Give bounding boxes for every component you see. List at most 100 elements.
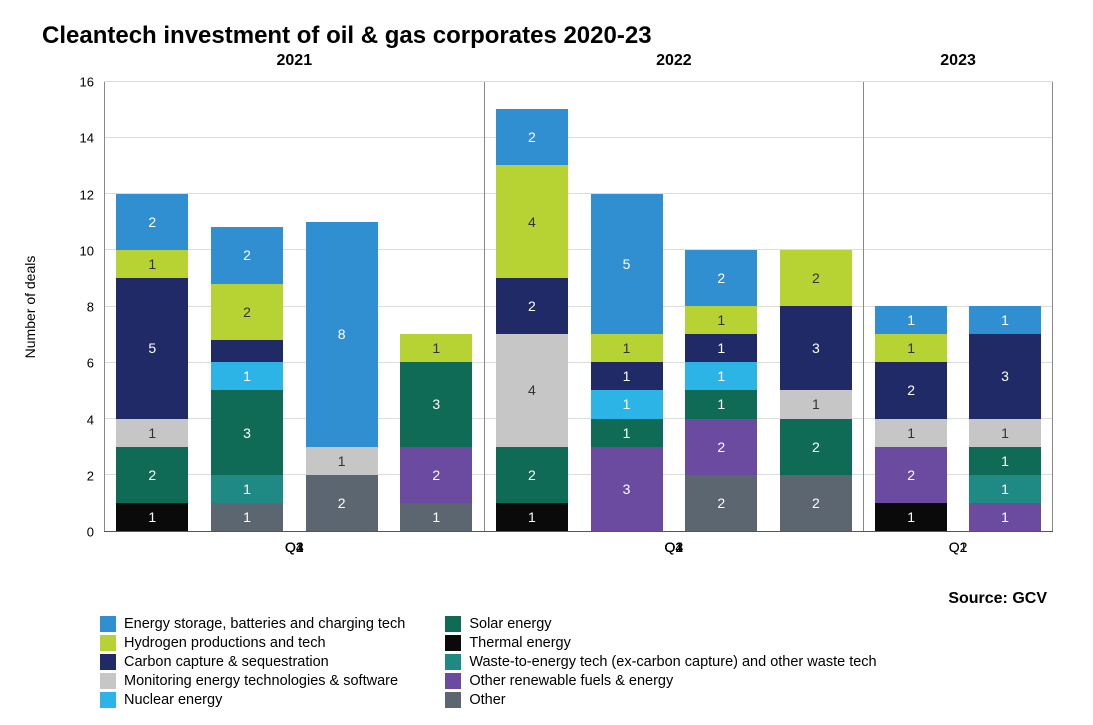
page: Cleantech investment of oil & gas corpor… [0, 0, 1093, 725]
bar-segment: 2 [875, 362, 947, 418]
bar-segment: 1 [969, 419, 1041, 447]
bar-segment: 3 [780, 306, 852, 390]
legend-swatch [445, 654, 461, 670]
bar-segment [211, 340, 283, 363]
bar-stack: 22132 [780, 250, 852, 531]
bar-segment: 2 [685, 475, 757, 531]
legend-swatch [445, 692, 461, 708]
bar-column: 113122Q2 [200, 82, 295, 531]
bar-stack: 113122 [211, 227, 283, 531]
legend-label: Solar energy [469, 616, 551, 632]
segment-value: 1 [780, 396, 852, 412]
segment-value: 2 [116, 467, 188, 483]
y-tick: 4 [87, 412, 94, 427]
segment-value: 8 [306, 326, 378, 342]
segment-value: 1 [969, 481, 1041, 497]
segment-value: 1 [211, 509, 283, 525]
segment-value: 2 [685, 270, 757, 286]
year-panel: 2023121211Q1111131Q2 [863, 82, 1053, 531]
legend-label: Other renewable fuels & energy [469, 673, 673, 689]
bar-column: 111131Q2 [958, 82, 1052, 531]
x-tick-label: Q4 [105, 539, 484, 555]
bar-segment: 1 [116, 419, 188, 447]
segment-value: 1 [685, 368, 757, 384]
bar-segment: 1 [211, 362, 283, 390]
source-text: Source: GCV [30, 590, 1047, 608]
segment-value: 1 [969, 453, 1041, 469]
y-axis-label: Number of deals [22, 256, 38, 359]
segment-value: 1 [306, 453, 378, 469]
bar-segment: 1 [780, 390, 852, 418]
bar-segment: 2 [116, 447, 188, 503]
y-axis: 0246810121416 [68, 82, 98, 532]
legend: Energy storage, batteries and charging t… [100, 616, 1063, 708]
segment-value: 4 [496, 214, 568, 230]
segment-value: 1 [211, 368, 283, 384]
legend-item: Waste-to-energy tech (ex-carbon capture)… [445, 654, 876, 670]
bar-segment: 2 [875, 447, 947, 503]
bar-segment: 1 [211, 503, 283, 531]
bar-segment: 2 [780, 250, 852, 306]
bar-segment: 5 [591, 194, 663, 335]
y-tick: 12 [80, 187, 94, 202]
bar-segment: 2 [306, 475, 378, 531]
segment-value: 1 [875, 340, 947, 356]
bar-segment: 1 [969, 475, 1041, 503]
bar-segment: 1 [685, 334, 757, 362]
bar-segment: 2 [116, 194, 188, 250]
segment-value: 1 [969, 509, 1041, 525]
segment-value: 1 [685, 340, 757, 356]
legend-item: Solar energy [445, 616, 876, 632]
bar-segment: 5 [116, 278, 188, 419]
bar-segment: 1 [685, 306, 757, 334]
legend-item: Other renewable fuels & energy [445, 673, 876, 689]
segment-value: 3 [780, 340, 852, 356]
legend-swatch [100, 692, 116, 708]
legend-label: Carbon capture & sequestration [124, 654, 329, 670]
segment-value: 2 [685, 439, 757, 455]
bar-segment: 2 [496, 447, 568, 503]
bar-segment: 1 [591, 390, 663, 418]
legend-swatch [445, 673, 461, 689]
segment-value: 1 [875, 425, 947, 441]
segment-value: 1 [211, 481, 283, 497]
bar-column: 218Q3 [294, 82, 389, 531]
bar-column: 1231Q4 [389, 82, 484, 531]
legend-swatch [445, 635, 461, 651]
bar-column: 22132Q4 [769, 82, 864, 531]
bar-column: 121211Q1 [864, 82, 958, 531]
legend-label: Monitoring energy technologies & softwar… [124, 673, 398, 689]
bar-segment: 1 [591, 334, 663, 362]
legend-item: Nuclear energy [100, 692, 405, 708]
segment-value: 2 [116, 214, 188, 230]
legend-column: Energy storage, batteries and charging t… [100, 616, 405, 708]
bar-segment: 2 [780, 475, 852, 531]
x-tick-label: Q2 [864, 539, 1052, 555]
legend-label: Thermal energy [469, 635, 571, 651]
bar-segment: 4 [496, 334, 568, 447]
segment-value: 2 [211, 304, 283, 320]
segment-value: 3 [211, 425, 283, 441]
legend-item: Hydrogen productions and tech [100, 635, 405, 651]
legend-column: Solar energy Thermal energy Waste-to-energ… [445, 616, 876, 708]
bar-segment: 1 [875, 419, 947, 447]
segment-value: 3 [969, 368, 1041, 384]
segment-value: 1 [969, 312, 1041, 328]
segment-value: 1 [591, 425, 663, 441]
bar-stack: 121512 [116, 194, 188, 532]
bar-column: 121512Q1 [105, 82, 200, 531]
segment-value: 2 [780, 270, 852, 286]
bar-segment: 3 [400, 362, 472, 446]
bar-segment: 1 [306, 447, 378, 475]
segment-value: 1 [116, 256, 188, 272]
segment-value: 2 [496, 129, 568, 145]
bar-segment: 1 [875, 334, 947, 362]
segment-value: 2 [400, 467, 472, 483]
legend-label: Hydrogen productions and tech [124, 635, 326, 651]
segment-value: 2 [306, 495, 378, 511]
legend-swatch [445, 616, 461, 632]
bar-segment: 1 [875, 306, 947, 334]
bar-segment: 1 [400, 334, 472, 362]
segment-value: 1 [496, 509, 568, 525]
segment-value: 1 [400, 509, 472, 525]
